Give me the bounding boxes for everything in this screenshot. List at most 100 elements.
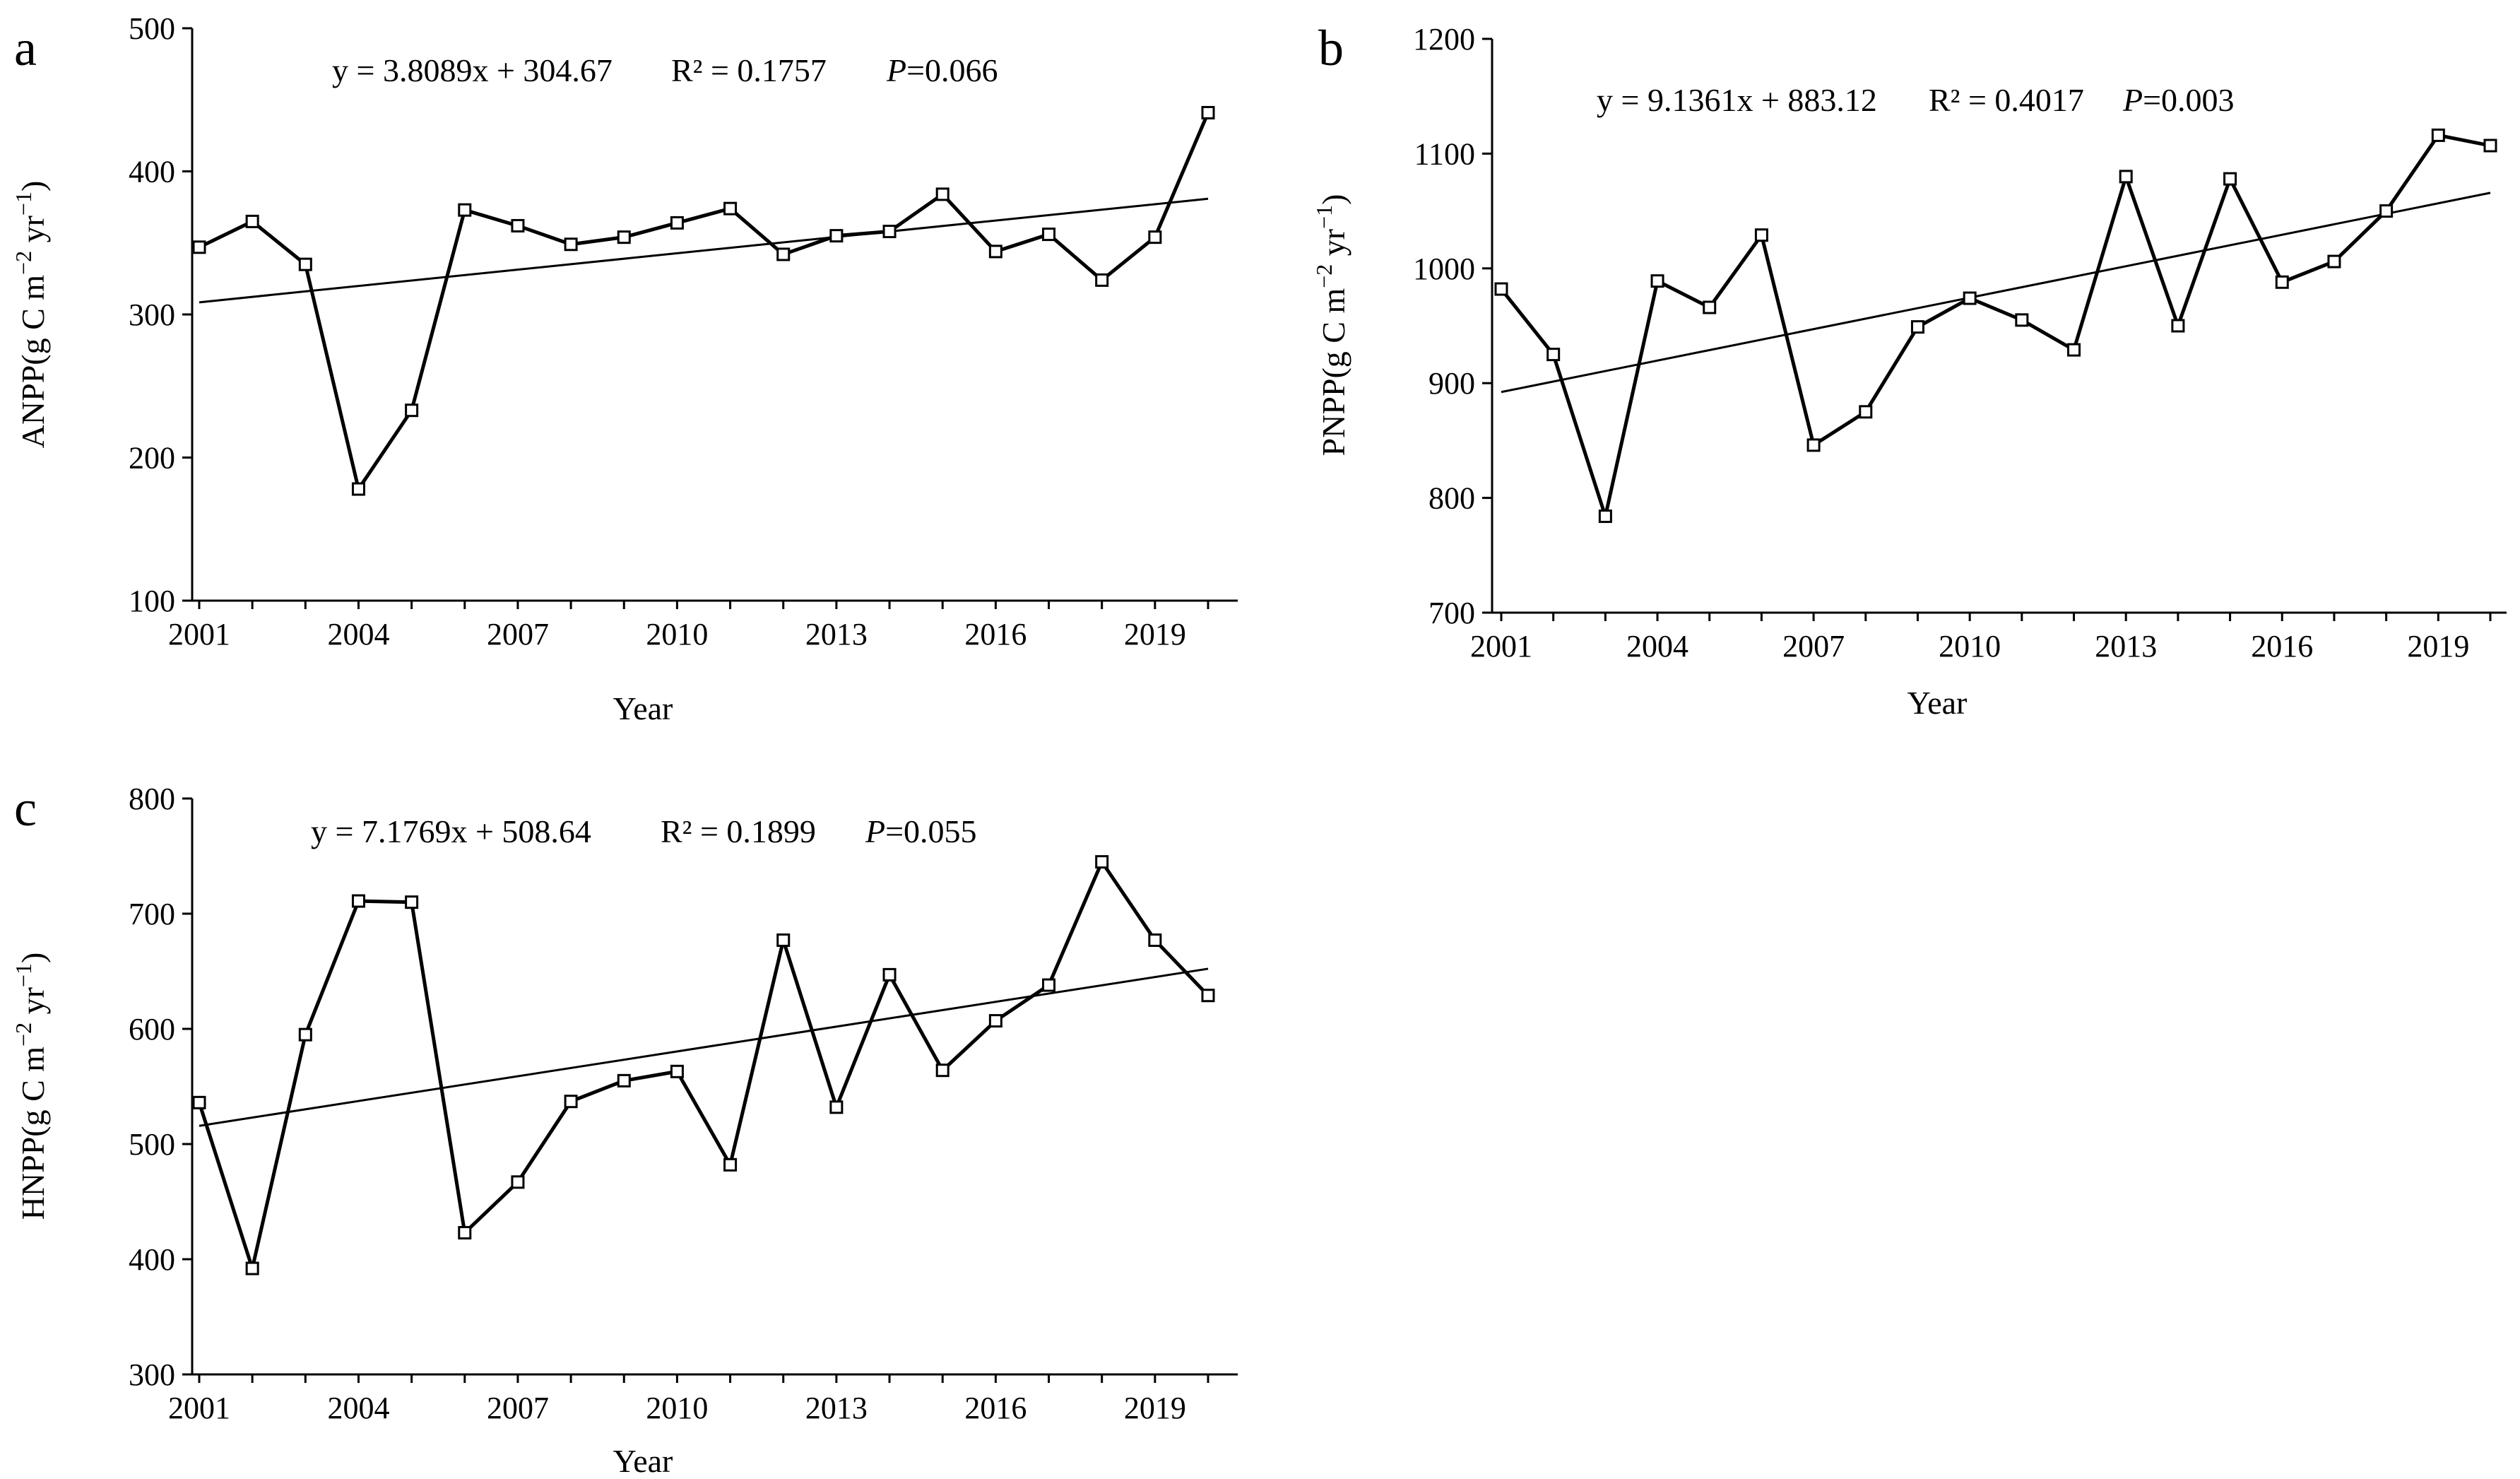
data-point-marker	[511, 218, 525, 232]
data-point-marker	[1042, 978, 1056, 992]
data-point-marker	[511, 1175, 525, 1189]
data-point-marker	[2431, 128, 2445, 142]
data-point-marker	[405, 403, 419, 418]
data-point-marker	[2015, 313, 2029, 327]
x-tick-label: 2013	[805, 617, 868, 652]
data-point-marker	[2379, 204, 2394, 218]
data-point-marker	[2171, 319, 2185, 333]
y-axis-title-ylabel-mid: yr	[15, 216, 51, 251]
x-tick-label: 2013	[2095, 629, 2157, 664]
y-axis-title-ylabel-exp1: −2	[1311, 264, 1337, 288]
data-point-marker	[192, 1095, 206, 1109]
y-tick-label: 500	[129, 1127, 175, 1162]
r-squared-label: R² = 0.4017	[1929, 82, 2084, 118]
p-value: =0.066	[906, 52, 998, 88]
data-point-marker	[670, 1064, 684, 1078]
x-tick-label: 2016	[964, 1391, 1027, 1425]
y-tick-label: 100	[129, 584, 175, 618]
y-axis-title: HNPP(g C m−2 yr−1)	[11, 953, 51, 1220]
p-symbol: P	[865, 813, 885, 849]
x-tick-label: 2001	[1470, 629, 1532, 664]
data-point-marker	[723, 1157, 738, 1172]
y-tick-label: 500	[129, 11, 175, 46]
p-value: =0.055	[885, 813, 976, 849]
data-point-marker	[245, 1261, 259, 1275]
y-tick-label: 600	[129, 1012, 175, 1047]
data-point-marker	[882, 225, 897, 239]
x-tick-label: 2007	[487, 617, 549, 652]
series-line-hnpp	[197, 858, 1209, 1275]
y-axis-title-ylabel-end: )	[1315, 194, 1351, 205]
data-point-marker	[1963, 291, 1977, 305]
y-axis-title-ylabel-exp2: −1	[11, 963, 36, 987]
y-tick-label: 900	[1428, 366, 1475, 401]
r-squared-label: R² = 0.1899	[661, 813, 816, 849]
regression-equation: y = 7.1769x + 508.64	[311, 813, 591, 849]
x-tick-label: 2019	[2407, 629, 2469, 664]
y-axis-title: PNPP(g C m−2 yr−1)	[1311, 194, 1351, 456]
data-point-marker	[2327, 254, 2341, 269]
data-point-marker	[988, 244, 1002, 259]
data-point-marker	[988, 1014, 1002, 1028]
data-point-marker	[1650, 274, 1664, 288]
y-axis-title-ylabel-end: )	[15, 953, 51, 963]
y-axis-title-ylabel-exp1: −2	[11, 251, 36, 275]
y-axis-title-ylabel-mid: yr	[1315, 229, 1351, 264]
data-point-marker	[1095, 273, 1109, 287]
data-point-marker	[2483, 139, 2497, 153]
y-axis-title-ylabel-exp2: −1	[1311, 205, 1337, 229]
panel-letter: c	[14, 780, 37, 837]
data-point-marker	[458, 203, 472, 217]
regression-equation: y = 3.8089x + 304.67	[332, 52, 613, 88]
y-axis-title-ylabel-mid: yr	[15, 987, 51, 1023]
y-tick-label: 400	[129, 1242, 175, 1277]
data-point-marker	[1859, 405, 1873, 419]
y-tick-label: 800	[1428, 481, 1475, 516]
data-point-marker	[1910, 320, 1924, 334]
data-point-marker	[245, 214, 259, 228]
x-tick-label: 2016	[964, 617, 1027, 652]
x-axis-title: Year	[613, 690, 673, 726]
data-point-marker	[1703, 300, 1717, 314]
y-tick-label: 200	[129, 441, 175, 476]
data-point-marker	[1598, 509, 1612, 524]
data-point-marker	[617, 1073, 631, 1088]
r-squared-label: R² = 0.1757	[671, 52, 827, 88]
data-point-marker	[2223, 172, 2237, 186]
x-tick-label: 2007	[1782, 629, 1845, 664]
x-axis-title: Year	[1907, 685, 1968, 721]
data-point-marker	[564, 1095, 578, 1109]
x-tick-label: 2019	[1124, 1391, 1186, 1425]
y-axis-title: ANPP(g C m−2 yr−1)	[11, 181, 51, 449]
x-tick-label: 2019	[1124, 617, 1186, 652]
x-axis-title: Year	[613, 1443, 673, 1479]
data-point-marker	[882, 967, 897, 982]
data-point-marker	[298, 1027, 312, 1042]
y-tick-label: 1100	[1414, 136, 1475, 171]
data-point-marker	[1806, 438, 1821, 452]
x-tick-label: 2004	[1626, 629, 1688, 664]
panel-letter: b	[1318, 20, 1344, 76]
data-point-marker	[776, 247, 791, 261]
data-point-marker	[776, 933, 791, 947]
x-tick-label: 2004	[327, 1391, 389, 1425]
chart-panel-c: c 300 400 500 600 700 800 2001 2004 2007 2010 2013 2…	[11, 780, 1238, 1479]
data-point-marker	[351, 482, 365, 496]
x-tick-label: 2010	[646, 1391, 708, 1425]
x-tick-label: 2001	[168, 617, 230, 652]
y-tick-label: 1200	[1413, 22, 1475, 57]
y-tick-label: 800	[129, 782, 175, 816]
data-point-marker	[670, 216, 684, 230]
data-point-marker	[829, 229, 844, 243]
data-point-marker	[1754, 228, 1768, 242]
data-point-marker	[935, 187, 950, 201]
data-point-marker	[1546, 348, 1561, 362]
data-point-marker	[1095, 855, 1109, 869]
y-axis-title-ylabel-main: PNPP(g C m	[1315, 288, 1351, 456]
data-point-marker	[2275, 275, 2289, 289]
data-point-marker	[723, 201, 738, 216]
y-axis-title-ylabel-exp1: −2	[11, 1023, 36, 1047]
y-tick-label: 700	[129, 897, 175, 931]
x-tick-label: 2001	[168, 1391, 230, 1425]
